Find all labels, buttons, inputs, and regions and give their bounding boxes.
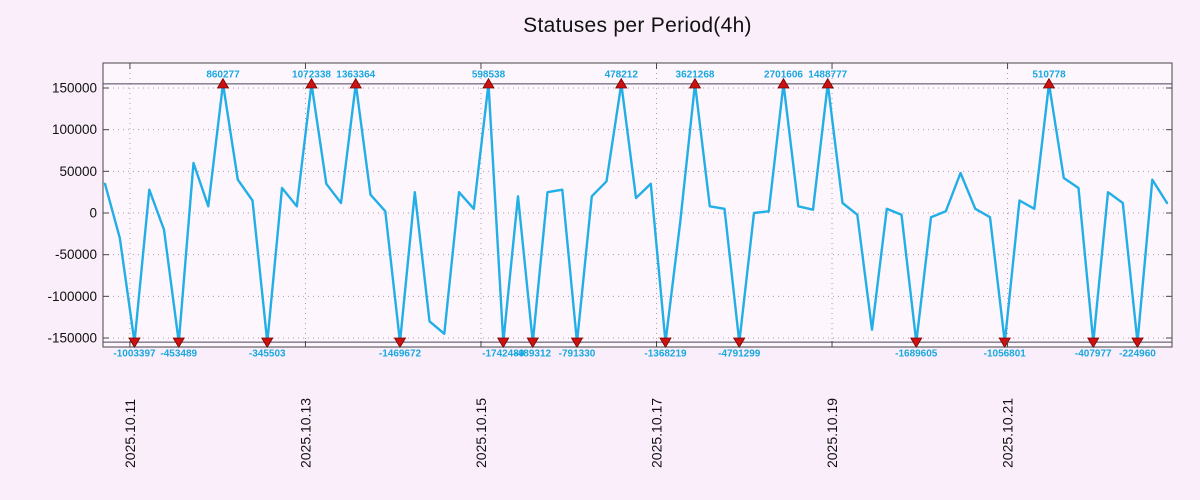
axis-ticks	[103, 63, 1172, 347]
max-value-label: 1072338	[292, 69, 331, 80]
max-marker	[821, 77, 834, 89]
min-marker	[393, 337, 407, 349]
max-value-label: 598538	[472, 69, 506, 80]
y-axis-tick-label: 0	[89, 206, 97, 221]
min-marker	[1131, 337, 1144, 349]
min-value-label: -453489	[160, 349, 197, 360]
extreme-markers	[128, 77, 1144, 349]
max-value-label: 2701606	[764, 69, 803, 80]
max-marker	[349, 77, 362, 89]
x-axis-tick-label: 2025.10.13	[297, 398, 313, 468]
y-axis-tick-label: 50000	[59, 164, 97, 179]
max-value-label: 510778	[1032, 69, 1066, 80]
x-axis-labels: 2025.10.11 2025.10.13 2025.10.15 2025.10.17…	[122, 398, 1016, 468]
max-value-label: 3621268	[676, 69, 715, 80]
min-value-label: -1368219	[644, 349, 687, 360]
plot-border	[102, 62, 1173, 348]
min-value-label: -1742489	[482, 349, 525, 360]
min-value-label: -224960	[1119, 349, 1156, 360]
min-value-label: -1689605	[895, 349, 938, 360]
x-axis-tick-label: 2025.10.11	[122, 399, 138, 468]
y-axis-tick-label: 150000	[52, 81, 97, 96]
x-axis-tick-label: 2025.10.15	[473, 398, 489, 468]
min-value-label: -407977	[1075, 349, 1112, 360]
max-value-label: 860277	[206, 69, 240, 80]
max-marker	[615, 77, 628, 89]
min-value-label: -4791299	[718, 349, 761, 360]
min-value-label: -1469672	[379, 349, 422, 360]
min-marker	[733, 337, 746, 349]
min-marker	[1087, 337, 1100, 349]
min-marker	[526, 337, 539, 349]
min-value-label: -791330	[559, 349, 596, 360]
series-line	[103, 82, 1169, 344]
max-value-label: 478212	[605, 69, 639, 80]
min-value-label: -1003397	[113, 349, 156, 360]
x-axis-tick-label: 2025.10.17	[649, 398, 665, 468]
min-value-label: -489312	[514, 349, 551, 360]
max-value-label: 1488777	[808, 69, 847, 80]
y-axis-tick-label: -150000	[47, 331, 97, 346]
extreme-labels: -1003397 -453489 860277 -345503 1072338 13633…	[113, 69, 1156, 359]
max-marker	[1042, 77, 1056, 89]
min-marker	[570, 337, 584, 349]
max-value-label: 1363364	[336, 69, 375, 80]
min-value-label: -345503	[249, 349, 286, 360]
min-marker	[128, 337, 141, 349]
max-marker	[688, 77, 702, 89]
max-marker	[305, 77, 318, 89]
y-axis-tick-label: -50000	[55, 247, 97, 262]
min-marker	[910, 337, 923, 349]
y-axis-tick-label: 100000	[52, 122, 97, 137]
max-marker	[777, 77, 790, 89]
min-marker	[261, 337, 274, 349]
y-axis-labels: 150000 100000 50000 0 -50000 -100000 -150000	[47, 81, 97, 346]
y-axis-tick-label: -100000	[47, 289, 97, 304]
min-value-label: -1056801	[984, 349, 1027, 360]
min-marker	[172, 337, 185, 349]
chart-title: Statuses per Period(4h)	[523, 14, 752, 37]
max-marker	[216, 77, 230, 89]
x-axis-tick-label: 2025.10.21	[1000, 398, 1016, 468]
max-marker	[482, 77, 495, 89]
min-marker	[659, 337, 672, 349]
min-marker	[497, 337, 510, 349]
clip-boundary-lines	[103, 83, 1172, 343]
x-axis-tick-label: 2025.10.19	[824, 398, 840, 468]
